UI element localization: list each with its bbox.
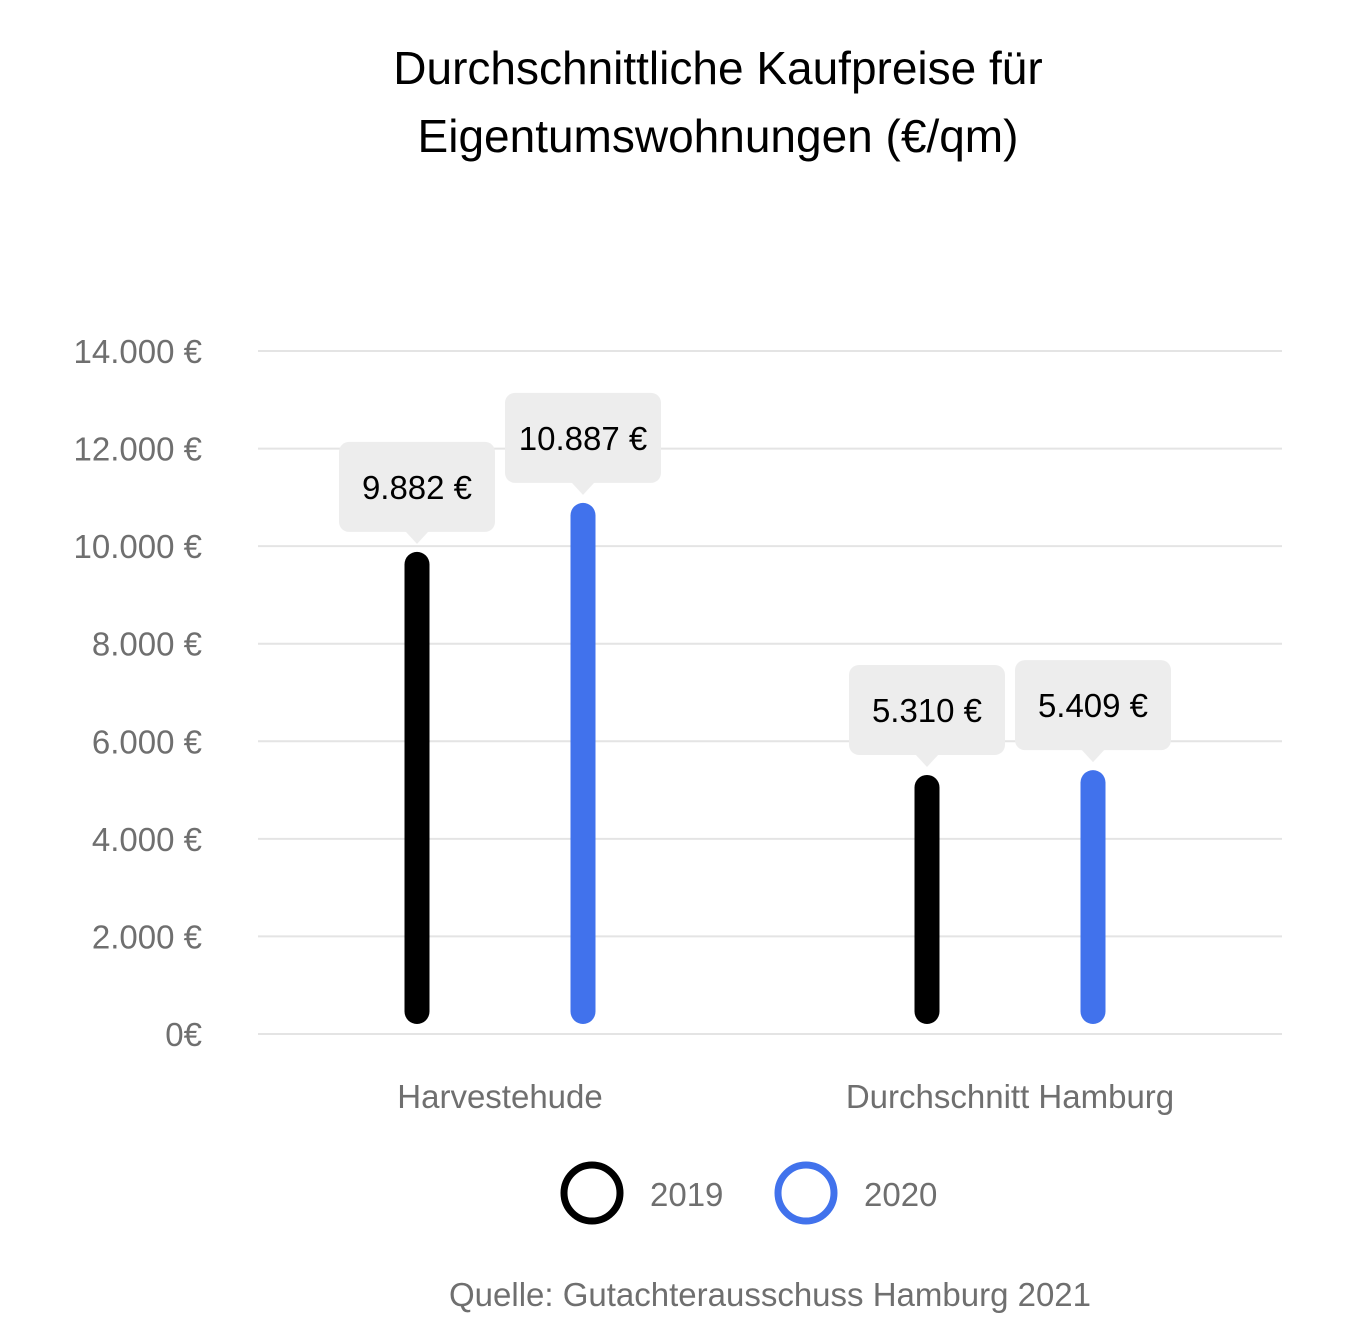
y-axis-ticks: 0€ 2.000 € 4.000 € 6.000 € 8.000 € 10.000 € 12… — [74, 333, 202, 1053]
legend-marker-icon — [774, 1161, 838, 1225]
chart-title-line-1: Durchschnittliche Kaufpreise für — [393, 42, 1042, 94]
value-label-box — [339, 441, 495, 532]
value-label-2020-1: 10.887 € — [505, 392, 661, 495]
x-tick-label: Harvestehude — [397, 1078, 602, 1115]
bar-2019-1 — [404, 551, 430, 1024]
y-tick-label: 10.000 € — [74, 528, 202, 565]
bar-2020-1 — [570, 502, 596, 1024]
bar-2020-2 — [1080, 770, 1106, 1024]
value-label-2019-1: 9.882 € — [339, 441, 495, 544]
chart-title-line-2: Eigentumswohnungen (€/qm) — [418, 110, 1019, 162]
legend-item-2020: 2020 — [774, 1161, 937, 1225]
value-label-2020-2: 5.409 € — [1015, 660, 1171, 763]
y-tick-label: 0€ — [165, 1016, 202, 1053]
y-tick-label: 2.000 € — [92, 918, 202, 955]
source-note: Quelle: Gutachterausschuss Hamburg 2021 — [449, 1276, 1091, 1313]
value-label-text: 10.887 € — [519, 420, 647, 457]
y-tick-label: 4.000 € — [92, 821, 202, 858]
value-labels: 9.882 € 5.310 € 10.887 € 5.409 € — [339, 392, 1171, 767]
y-tick-label: 8.000 € — [92, 626, 202, 663]
x-tick-label: Durchschnitt Hamburg — [846, 1078, 1174, 1115]
value-label-pointer — [405, 530, 429, 544]
legend: 2019 2020 — [560, 1161, 937, 1225]
bar-2019-2 — [914, 774, 940, 1024]
value-label-pointer — [915, 753, 939, 767]
legend-marker-icon — [560, 1161, 624, 1225]
x-axis-ticks: Harvestehude Durchschnitt Hamburg — [397, 1078, 1174, 1115]
value-label-text: 5.409 € — [1038, 687, 1148, 724]
legend-item-2019: 2019 — [560, 1161, 723, 1225]
chart-title: Durchschnittliche Kaufpreise für Eigentu… — [393, 42, 1042, 162]
value-label-text: 9.882 € — [362, 469, 472, 506]
value-label-pointer — [1081, 749, 1105, 763]
value-label-pointer — [571, 481, 595, 495]
value-label-box — [1015, 660, 1171, 751]
y-tick-label: 12.000 € — [74, 431, 202, 468]
legend-label: 2020 — [864, 1176, 937, 1213]
value-label-2019-2: 5.310 € — [849, 664, 1005, 767]
bars — [404, 502, 1106, 1024]
value-label-box — [849, 664, 1005, 755]
y-tick-label: 6.000 € — [92, 723, 202, 760]
value-label-box — [505, 392, 661, 483]
legend-label: 2019 — [650, 1176, 723, 1213]
value-label-text: 5.310 € — [872, 692, 982, 729]
y-tick-label: 14.000 € — [74, 333, 202, 370]
